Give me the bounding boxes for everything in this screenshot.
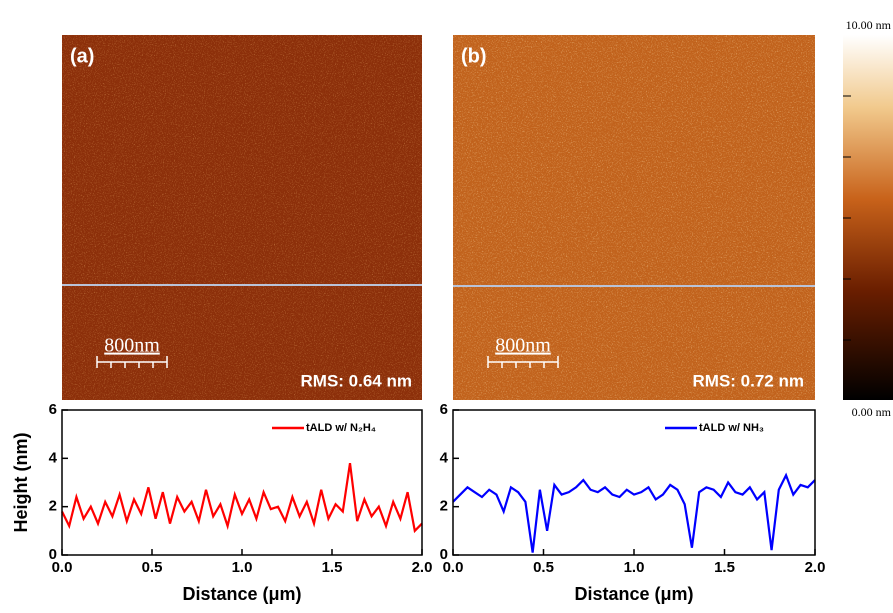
x-tick-label: 0.0: [443, 559, 464, 576]
data-line: [61, 463, 423, 534]
y-axis-title: Height (nm): [11, 433, 31, 533]
data-line: [452, 472, 816, 553]
y-tick-label: 4: [49, 449, 58, 466]
colorbar: 10.00 nm 0.00 nm: [843, 18, 893, 419]
y-tick-label: 6: [49, 401, 57, 418]
legend-label: tALD w/ N₂H₄: [306, 422, 376, 434]
rms-label: RMS: 0.72 nm: [693, 371, 804, 390]
x-tick-label: 2.0: [412, 559, 433, 576]
line-chart: tALD w/ N₂H₄ 0 2 4 6 0.0 0.5 1.0 1.5 2.0 Distance …: [11, 401, 433, 604]
legend-label: tALD w/ NH₃: [699, 422, 764, 434]
x-axis-title: Distance (μm): [574, 584, 693, 604]
scale-bar-label: 800nm: [104, 335, 160, 357]
y-tick-label: 6: [440, 401, 448, 418]
y-tick-label: 0: [440, 546, 448, 563]
y-tick-label: 2: [440, 498, 448, 515]
afm-image-a: (a) 800nm RMS: 0.64 nm: [62, 35, 422, 400]
x-tick-label: 0.5: [533, 559, 554, 576]
y-tick-label: 0: [49, 546, 57, 563]
scale-bar-label: 800nm: [495, 335, 551, 357]
x-tick-label: 1.0: [232, 559, 253, 576]
x-axis-title: Distance (μm): [182, 584, 301, 604]
colorbar-min: 0.00 nm: [852, 405, 892, 419]
panel-label: (a): [70, 45, 94, 67]
x-tick-label: 2.0: [805, 559, 826, 576]
line-chart: tALD w/ NH₃ 0 2 4 6 0.0 0.5 1.0 1.5 2.0 Distance (…: [440, 401, 826, 604]
x-tick-label: 1.5: [714, 559, 735, 576]
x-tick-label: 0.0: [52, 559, 73, 576]
colorbar-max: 10.00 nm: [846, 18, 892, 32]
y-tick-label: 4: [440, 449, 449, 466]
x-tick-label: 0.5: [142, 559, 163, 576]
x-tick-label: 1.5: [322, 559, 343, 576]
y-tick-label: 2: [49, 498, 57, 515]
panel-label: (b): [461, 45, 487, 67]
x-tick-label: 1.0: [624, 559, 645, 576]
rms-label: RMS: 0.64 nm: [301, 371, 412, 390]
afm-image-b: (b) 800nm RMS: 0.72 nm: [453, 35, 815, 400]
